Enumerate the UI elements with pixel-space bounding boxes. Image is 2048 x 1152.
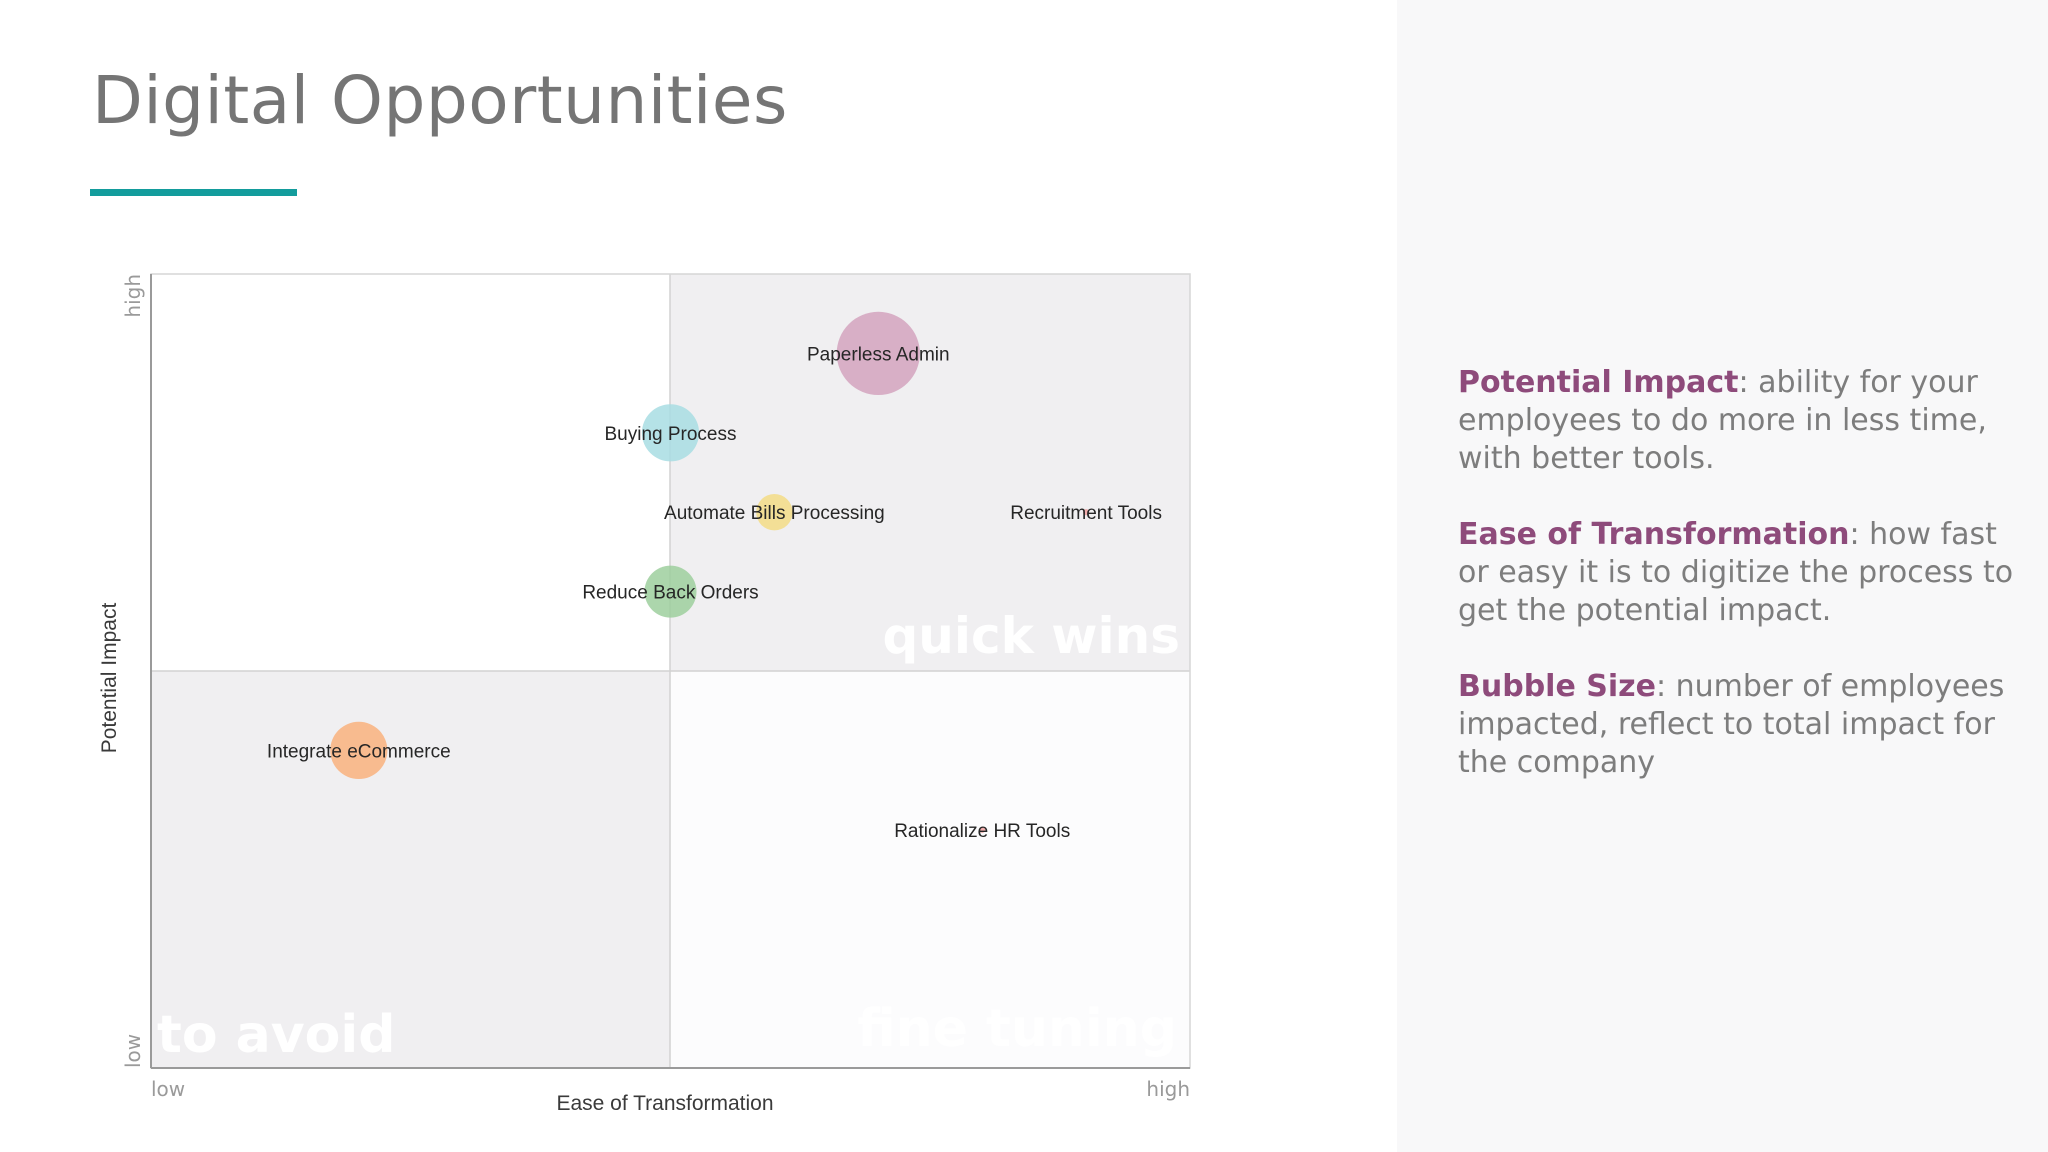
bubble-paperless-admin <box>836 311 920 395</box>
definition-text: : ability for your employees to do more … <box>1458 365 1987 476</box>
bubble-automate-bills-processing <box>756 494 793 531</box>
quadrant-label-to-avoid: to avoid <box>157 1005 395 1065</box>
quadrant-bg-bottom-right <box>670 671 1190 1068</box>
point-label-recruitment-tools: Recruitment Tools <box>1010 503 1162 524</box>
definitions-panel <box>1397 0 2048 1152</box>
bubble-integrate-ecommerce <box>330 721 388 780</box>
definition-potential-impact: Potential Impact: ability for your emplo… <box>1458 364 2018 478</box>
quadrant-bg-bottom-left <box>151 671 670 1068</box>
quadrant-label-quick-wins: quick wins <box>882 607 1180 665</box>
y-axis-title: Potential Impact <box>98 603 121 754</box>
definition-term: Potential Impact <box>1458 365 1739 400</box>
bubble-reduce-back-orders <box>644 565 697 618</box>
quadrant-label-fine-tuning: fine tuning <box>857 999 1177 1059</box>
x-axis-title: Ease of Transformation <box>556 1092 773 1115</box>
bubble-recruitment-tools <box>1082 509 1090 516</box>
bubble-layer <box>330 311 1090 833</box>
definition-bubble-size: Bubble Size: number of employees impacte… <box>1458 668 2018 782</box>
point-label-buying-process: Buying Process <box>604 424 736 445</box>
bubble-buying-process <box>641 404 700 462</box>
y-tick-low: low <box>121 1034 145 1068</box>
definition-text: : how fast or easy it is to digitize the… <box>1458 517 2014 628</box>
bubble-rationalize-hr-tools <box>979 826 986 833</box>
y-tick-high: high <box>121 274 145 318</box>
slide-title: Digital Opportunities <box>92 62 788 139</box>
point-label-integrate-ecommerce: Integrate eCommerce <box>267 741 451 762</box>
x-tick-high: high <box>1146 1077 1190 1101</box>
title-underline <box>90 189 297 196</box>
definition-term: Ease of Transformation <box>1458 517 1850 552</box>
point-label-automate-bills-processing: Automate Bills Processing <box>664 503 885 524</box>
definition-ease-of-transformation: Ease of Transformation: how fast or easy… <box>1458 516 2018 630</box>
quadrant-label-game-changers: game changers <box>157 607 589 665</box>
x-tick-low: low <box>151 1077 185 1101</box>
bubble-matrix-chart: game changers quick wins to avoid fine t… <box>98 273 1191 1115</box>
definition-term: Bubble Size <box>1458 669 1656 704</box>
definition-text: : number of employees impacted, reflect … <box>1458 669 2005 780</box>
point-label-paperless-admin: Paperless Admin <box>807 344 950 365</box>
quadrant-bg-top-left <box>151 274 670 671</box>
point-label-reduce-back-orders: Reduce Back Orders <box>582 583 758 604</box>
point-label-rationalize-hr-tools: Rationalize HR Tools <box>894 821 1070 842</box>
quadrant-bg-top-right <box>670 274 1190 671</box>
definitions-list: Potential Impact: ability for your emplo… <box>1458 364 2018 820</box>
point-label-layer: Paperless Admin Buying Process Automate Bi… <box>267 344 1162 841</box>
